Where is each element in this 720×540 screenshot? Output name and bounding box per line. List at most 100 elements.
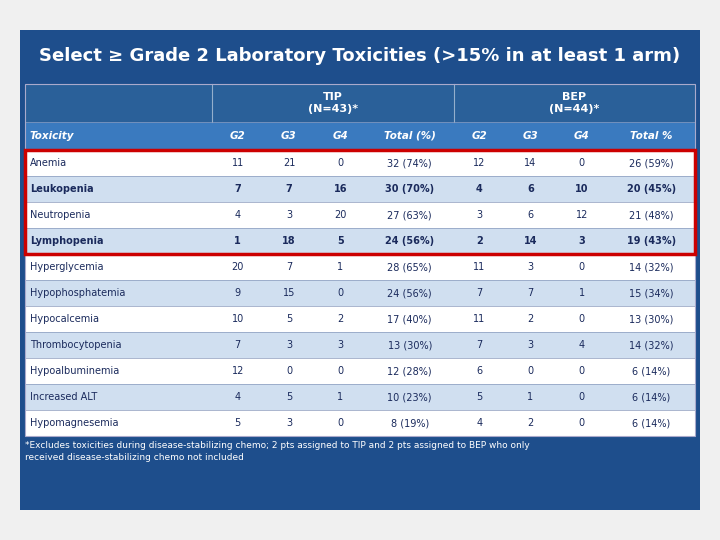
Text: TIP
(N=43)*: TIP (N=43)*: [307, 92, 358, 114]
Text: 7: 7: [234, 184, 241, 194]
Text: 2: 2: [337, 314, 343, 324]
Text: 2: 2: [527, 314, 534, 324]
Text: G4: G4: [333, 131, 348, 141]
Text: 6 (14%): 6 (14%): [632, 418, 670, 428]
Text: 7: 7: [235, 340, 240, 350]
Bar: [20, 30, 700, 82]
Bar: [25, 84, 695, 122]
Text: 1: 1: [527, 392, 534, 402]
Text: 5: 5: [337, 236, 343, 246]
Text: 0: 0: [286, 366, 292, 376]
Text: 21 (48%): 21 (48%): [629, 210, 673, 220]
Bar: [25, 280, 695, 306]
Text: 4: 4: [579, 340, 585, 350]
Text: 26 (59%): 26 (59%): [629, 158, 673, 168]
Text: 5: 5: [286, 392, 292, 402]
Bar: [25, 150, 695, 176]
Text: 15: 15: [283, 288, 295, 298]
Text: Hypocalcemia: Hypocalcemia: [30, 314, 99, 324]
Text: 12: 12: [231, 366, 244, 376]
Text: 18: 18: [282, 236, 296, 246]
Text: 20: 20: [231, 262, 244, 272]
Text: G2: G2: [230, 131, 246, 141]
Text: 32 (74%): 32 (74%): [387, 158, 432, 168]
Text: G2: G2: [472, 131, 487, 141]
Text: 4: 4: [476, 184, 482, 194]
Bar: [25, 410, 695, 436]
Text: 1: 1: [337, 392, 343, 402]
Text: 5: 5: [235, 418, 240, 428]
Text: 12: 12: [575, 210, 588, 220]
Text: 13 (30%): 13 (30%): [387, 340, 432, 350]
Text: G3: G3: [281, 131, 297, 141]
Text: 4: 4: [476, 418, 482, 428]
Bar: [20, 30, 700, 510]
Text: 20: 20: [334, 210, 346, 220]
Text: 0: 0: [579, 314, 585, 324]
Text: G4: G4: [574, 131, 590, 141]
Text: Toxicity: Toxicity: [30, 131, 74, 141]
Text: 5: 5: [286, 314, 292, 324]
Text: 7: 7: [527, 288, 534, 298]
Text: 3: 3: [527, 262, 534, 272]
Text: Hypoalbuminemia: Hypoalbuminemia: [30, 366, 120, 376]
Text: 2: 2: [527, 418, 534, 428]
Text: 19 (43%): 19 (43%): [626, 236, 676, 246]
Text: Total (%): Total (%): [384, 131, 436, 141]
Text: Thrombocytopenia: Thrombocytopenia: [30, 340, 122, 350]
Text: 0: 0: [579, 418, 585, 428]
Text: 6: 6: [527, 210, 534, 220]
Text: 12: 12: [473, 158, 485, 168]
Text: 0: 0: [337, 288, 343, 298]
Text: 0: 0: [579, 158, 585, 168]
Text: 15 (34%): 15 (34%): [629, 288, 673, 298]
Text: 10: 10: [575, 184, 588, 194]
Bar: [25, 384, 695, 410]
Text: 4: 4: [235, 210, 240, 220]
Text: 1: 1: [579, 288, 585, 298]
Text: 20 (45%): 20 (45%): [626, 184, 676, 194]
Text: 3: 3: [578, 236, 585, 246]
Text: 3: 3: [476, 210, 482, 220]
Text: 7: 7: [286, 184, 292, 194]
Text: 24 (56%): 24 (56%): [387, 288, 432, 298]
Text: 14: 14: [524, 158, 536, 168]
Text: 2: 2: [476, 236, 482, 246]
Text: 7: 7: [476, 288, 482, 298]
Text: 13 (30%): 13 (30%): [629, 314, 673, 324]
Text: Hypophosphatemia: Hypophosphatemia: [30, 288, 125, 298]
Text: 10: 10: [232, 314, 244, 324]
Text: 24 (56%): 24 (56%): [385, 236, 434, 246]
Text: Hypomagnesemia: Hypomagnesemia: [30, 418, 119, 428]
Text: Hyperglycemia: Hyperglycemia: [30, 262, 104, 272]
Text: 3: 3: [337, 340, 343, 350]
Text: *Excludes toxicities during disease-stabilizing chemo; 2 pts assigned to TIP and: *Excludes toxicities during disease-stab…: [25, 441, 530, 462]
Text: 0: 0: [337, 158, 343, 168]
Text: G3: G3: [523, 131, 539, 141]
Text: Total %: Total %: [630, 131, 672, 141]
Text: 10 (23%): 10 (23%): [387, 392, 432, 402]
Text: Increased ALT: Increased ALT: [30, 392, 97, 402]
Bar: [25, 228, 695, 254]
Text: 11: 11: [473, 262, 485, 272]
Text: 30 (70%): 30 (70%): [385, 184, 434, 194]
Text: 3: 3: [286, 210, 292, 220]
Text: Leukopenia: Leukopenia: [30, 184, 94, 194]
Text: 14 (32%): 14 (32%): [629, 262, 673, 272]
Text: 11: 11: [473, 314, 485, 324]
Bar: [25, 176, 695, 202]
Text: 0: 0: [337, 418, 343, 428]
Text: Anemia: Anemia: [30, 158, 67, 168]
Text: 0: 0: [579, 392, 585, 402]
Text: Lymphopenia: Lymphopenia: [30, 236, 104, 246]
Bar: [25, 84, 695, 436]
Text: Neutropenia: Neutropenia: [30, 210, 91, 220]
Text: 0: 0: [579, 262, 585, 272]
Bar: [25, 358, 695, 384]
Text: Select ≥ Grade 2 Laboratory Toxicities (>15% in at least 1 arm): Select ≥ Grade 2 Laboratory Toxicities (…: [40, 47, 680, 65]
Text: 17 (40%): 17 (40%): [387, 314, 432, 324]
Bar: [25, 202, 695, 228]
Text: 27 (63%): 27 (63%): [387, 210, 432, 220]
Text: 0: 0: [579, 366, 585, 376]
Text: 11: 11: [232, 158, 244, 168]
